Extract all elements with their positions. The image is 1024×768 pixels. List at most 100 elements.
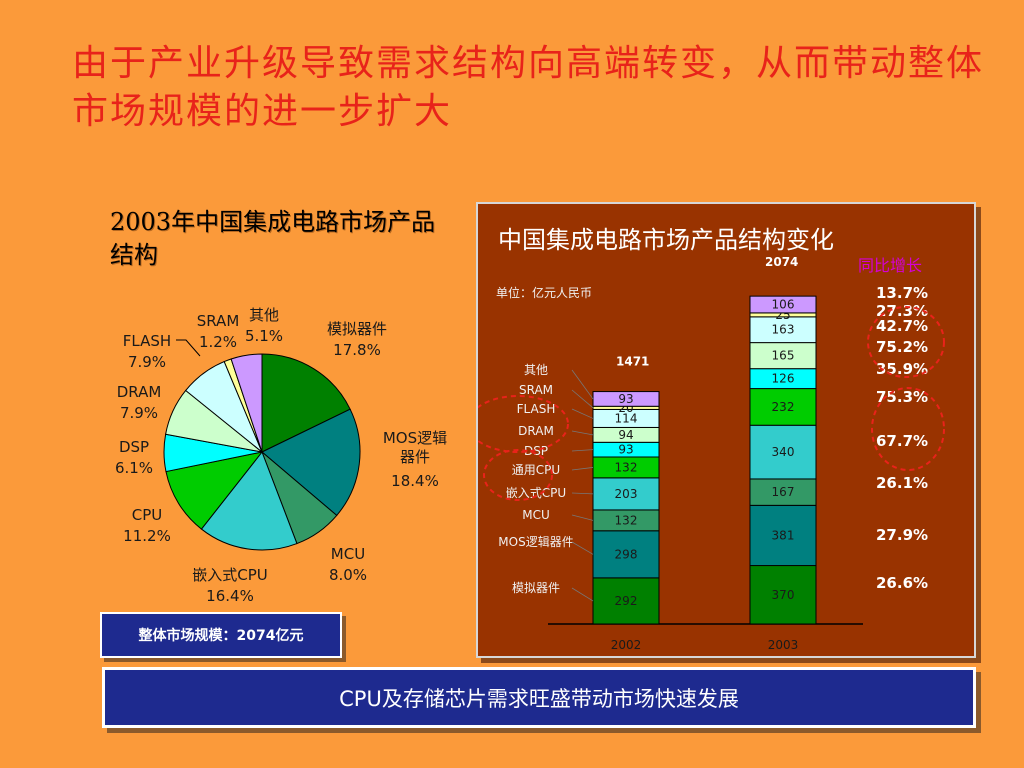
bar-value-label: 381 (772, 528, 795, 542)
series-label: 其他 (524, 363, 548, 377)
pie-slice-4 (200, 450, 298, 551)
bar-value-label: 167 (772, 485, 795, 499)
pie-slice-1 (261, 353, 351, 453)
series-leader-line (571, 389, 594, 409)
series-label: 模拟器件 (512, 581, 560, 595)
growth-label: 13.7% (876, 284, 928, 302)
series-leader-line (571, 408, 594, 419)
series-label: 嵌入式CPU (506, 486, 566, 500)
bar-value-label: 163 (772, 323, 795, 337)
highlight-circle (867, 306, 945, 378)
x-tick-label: 2002 (611, 638, 642, 652)
bar-segment (592, 391, 660, 407)
bar-segment (749, 565, 817, 625)
growth-label: 67.7% (876, 432, 928, 450)
growth-label: 27.9% (876, 526, 928, 544)
series-leader-line (571, 430, 594, 436)
pie-chart-title: 2003年中国集成电路市场产品结构 (110, 208, 436, 269)
bar-value-label: 370 (772, 588, 795, 602)
series-label: MCU (522, 508, 550, 522)
bar-chart: 单位：亿元人民币同比增长2922981322031329394114209314… (478, 255, 945, 652)
bar-value-label: 126 (772, 372, 795, 386)
pie-label-name-cont: 器件 (400, 448, 430, 466)
growth-label: 75.2% (876, 338, 928, 356)
series-leader-line (571, 541, 594, 555)
growth-header: 同比增长 (858, 256, 922, 275)
growth-label: 42.7% (876, 317, 928, 335)
pie-label-value: 17.8% (333, 341, 381, 359)
bar-value-label: 93 (618, 443, 633, 457)
bar-value-label: 106 (772, 298, 795, 312)
bar-value-label: 340 (772, 445, 795, 459)
highlight-circle (478, 395, 569, 453)
series-leader-line (571, 467, 594, 471)
bar-value-label: 298 (615, 547, 638, 561)
series-leader-line (571, 449, 594, 452)
pie-label-name: DSP (119, 438, 149, 456)
bar-segment (749, 478, 817, 506)
bar-segment (592, 477, 660, 511)
bar-chart-panel: 中国集成电路市场产品结构变化 单位：亿元人民币 同比增长 292 298 132 203 1… (476, 202, 976, 658)
growth-label: 26.1% (876, 474, 928, 492)
bar-value-label: 203 (615, 487, 638, 501)
pie-slice-2 (261, 408, 361, 517)
pie-label-name: CPU (132, 506, 163, 524)
market-size-box: 整体市场规模：2074亿元 (100, 612, 342, 658)
bar-chart-title: 中国集成电路市场产品结构变化 (498, 226, 834, 254)
series-label: DSP (524, 444, 548, 458)
pie-leader-line (176, 339, 201, 357)
pie-label-name: MCU (331, 545, 365, 563)
pie-slice-10 (230, 353, 263, 453)
pie-label-name: 其他 (249, 306, 279, 324)
unit-label: 单位：亿元人民币 (496, 285, 592, 300)
slide-title: 由于产业升级导致需求结构向高端转变，从而带动整体市场规模的进一步扩大 (72, 43, 985, 132)
series-label: DRAM (518, 424, 554, 438)
bar-total-label: 1471 (616, 355, 649, 369)
conclusion-banner: CPU及存储芯片需求旺盛带动市场快速发展 (102, 667, 976, 728)
bar-value-label: 132 (615, 513, 638, 527)
pie-label-value: 5.1% (245, 327, 283, 345)
growth-label: 35.9% (876, 360, 928, 378)
pie-slice-5 (165, 451, 264, 530)
bar-value-label: 165 (772, 349, 795, 363)
series-leader-line (571, 369, 594, 400)
pie-label-value: 1.2% (199, 333, 237, 351)
pie-label-value: 11.2% (123, 527, 171, 545)
bar-segment (749, 388, 817, 426)
series-label: MOS逻辑器件 (498, 535, 573, 549)
bar-segment (749, 504, 817, 567)
bar-value-label: 232 (772, 400, 795, 414)
growth-label: 26.6% (876, 574, 928, 592)
bar-value-label: 292 (615, 594, 638, 608)
series-label: FLASH (517, 402, 556, 416)
bar-value-label: 93 (618, 392, 633, 406)
pie-label-name: 嵌入式CPU (192, 566, 268, 584)
highlight-circle (483, 449, 553, 501)
pie-label-name: DRAM (117, 383, 162, 401)
pie-label-name: FLASH (123, 332, 171, 350)
bar-segment (749, 424, 817, 480)
pie-label-value: 18.4% (391, 472, 439, 490)
growth-label: 75.3% (876, 388, 928, 406)
pie-label-name: MOS逻辑 (383, 429, 447, 447)
pie-label-name: 模拟器件 (327, 320, 387, 338)
pie-label-value: 16.4% (206, 587, 254, 605)
series-leader-line (571, 514, 594, 521)
bar-total-label: 2074 (765, 255, 798, 269)
series-leader-line (571, 587, 594, 602)
pie-label-value: 8.0% (329, 566, 367, 584)
bar-segment (749, 295, 817, 314)
pie-label-value: 7.9% (128, 353, 166, 371)
bar-value-label: 114 (615, 411, 638, 425)
pie-label-name: SRAM (197, 312, 240, 330)
pie-label-value: 6.1% (115, 459, 153, 477)
highlight-circle (871, 387, 945, 471)
series-label: 通用CPU (512, 463, 560, 477)
bar-value-label: 94 (618, 428, 633, 442)
pie-label-value: 7.9% (120, 404, 158, 422)
series-label: SRAM (519, 383, 553, 397)
bar-segment (592, 530, 660, 579)
series-leader-line (571, 492, 594, 495)
x-tick-label: 2003 (768, 638, 799, 652)
